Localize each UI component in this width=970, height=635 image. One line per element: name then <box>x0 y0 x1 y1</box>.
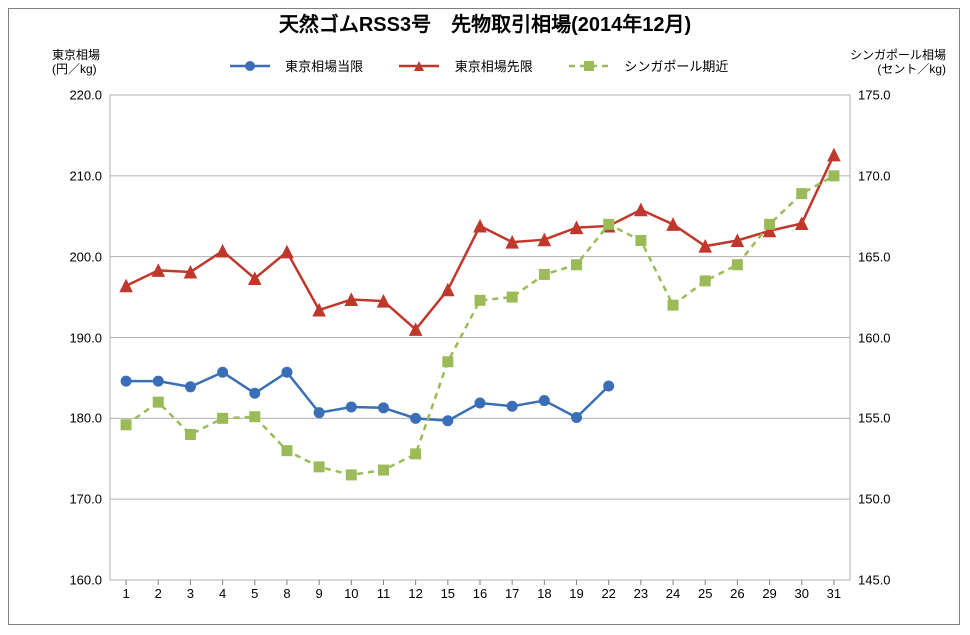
x-tick: 12 <box>408 586 422 601</box>
x-tick: 17 <box>505 586 519 601</box>
x-tick: 16 <box>473 586 487 601</box>
x-tick: 2 <box>155 586 162 601</box>
y-left-tick: 190.0 <box>52 330 102 345</box>
x-tick: 11 <box>377 586 391 601</box>
x-tick: 26 <box>730 586 744 601</box>
x-tick: 19 <box>569 586 583 601</box>
x-tick: 29 <box>762 586 776 601</box>
y-right-tick: 165.0 <box>858 249 908 264</box>
x-tick: 30 <box>795 586 809 601</box>
y-left-tick: 180.0 <box>52 411 102 426</box>
x-tick: 22 <box>601 586 615 601</box>
y-left-tick: 160.0 <box>52 573 102 588</box>
x-tick: 10 <box>344 586 358 601</box>
y-right-tick: 150.0 <box>858 492 908 507</box>
x-tick: 25 <box>698 586 712 601</box>
x-tick: 4 <box>219 586 226 601</box>
x-tick: 15 <box>441 586 455 601</box>
y-right-tick: 145.0 <box>858 573 908 588</box>
x-tick: 8 <box>283 586 290 601</box>
x-tick: 18 <box>537 586 551 601</box>
y-left-tick: 170.0 <box>52 492 102 507</box>
y-right-tick: 175.0 <box>858 88 908 103</box>
plot-svg <box>0 0 970 635</box>
y-left-tick: 220.0 <box>52 88 102 103</box>
x-tick: 24 <box>666 586 680 601</box>
y-left-tick: 200.0 <box>52 249 102 264</box>
x-tick: 23 <box>634 586 648 601</box>
y-left-tick: 210.0 <box>52 168 102 183</box>
y-right-tick: 155.0 <box>858 411 908 426</box>
x-tick: 1 <box>122 586 129 601</box>
x-tick: 31 <box>827 586 841 601</box>
x-tick: 3 <box>187 586 194 601</box>
x-tick: 5 <box>251 586 258 601</box>
y-right-tick: 160.0 <box>858 330 908 345</box>
x-tick: 9 <box>316 586 323 601</box>
y-right-tick: 170.0 <box>858 168 908 183</box>
